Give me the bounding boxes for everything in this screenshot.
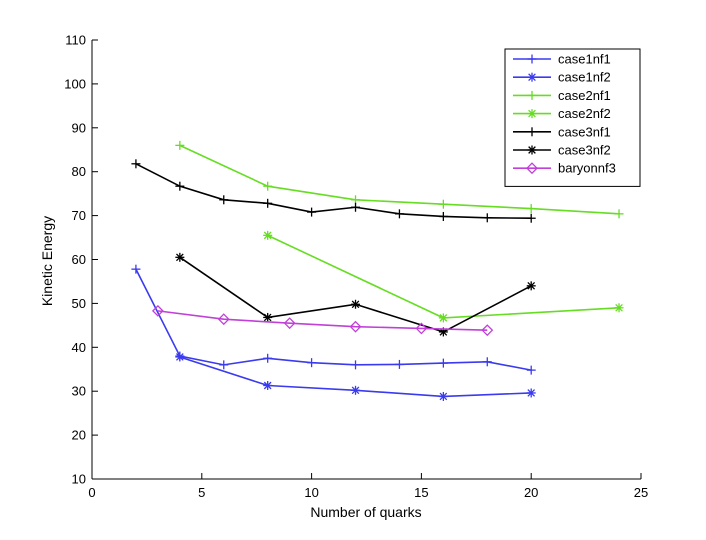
series-case2nf2	[263, 230, 624, 323]
y-tick-label: 90	[72, 120, 86, 135]
legend-marker	[527, 127, 537, 137]
y-tick-label: 80	[72, 164, 86, 179]
y-tick-label: 30	[72, 384, 86, 399]
y-tick-label: 110	[65, 33, 86, 48]
legend-label: case1nf2	[558, 70, 611, 85]
x-tick-label: 25	[634, 485, 648, 500]
data-point-case1nf1	[394, 359, 404, 369]
x-tick-label: 15	[414, 485, 428, 500]
series-layer	[131, 140, 624, 401]
legend-marker	[527, 145, 537, 155]
legend-box	[504, 48, 641, 187]
y-tick-label: 100	[64, 76, 86, 91]
y-tick-label: 20	[72, 428, 86, 443]
series-line-case3nf1	[135, 163, 532, 220]
legend-marker	[526, 162, 538, 175]
data-point-case3nf1	[175, 181, 185, 191]
data-point-case3nf1	[438, 211, 448, 221]
data-point-case3nf2	[263, 312, 273, 322]
data-point-case2nf2	[263, 230, 273, 240]
legend-label: case1nf1	[558, 52, 611, 67]
data-point-case3nf1	[351, 202, 361, 212]
data-point-case3nf2	[526, 281, 536, 291]
y-tick-label: 50	[72, 296, 86, 311]
data-point-baryonnf3	[217, 313, 230, 326]
data-point-case2nf1	[175, 140, 185, 150]
series-case3nf1	[131, 159, 536, 223]
series-line-baryonnf3	[157, 310, 488, 331]
data-point-case3nf1	[219, 195, 229, 205]
legend-label: case2nf1	[558, 88, 611, 103]
legend-marker	[527, 72, 537, 82]
x-tick-label: 20	[524, 485, 538, 500]
data-point-case3nf1	[394, 209, 404, 219]
legend-label: baryonnf3	[558, 161, 616, 176]
data-point-case2nf2	[614, 303, 624, 313]
x-tick-label: 5	[198, 485, 205, 500]
y-tick-label: 10	[72, 472, 86, 487]
data-point-case2nf1	[614, 209, 624, 219]
data-point-case1nf2	[263, 380, 273, 390]
data-point-case3nf1	[526, 213, 536, 223]
series-case3nf2	[175, 252, 536, 337]
legend-entry-case2nf1: case2nf1	[513, 88, 611, 103]
data-point-case1nf1	[438, 358, 448, 368]
data-point-case1nf1	[263, 353, 273, 363]
data-point-case1nf2	[438, 391, 448, 401]
legend-marker	[527, 54, 537, 64]
legend-label: case3nf2	[558, 143, 611, 158]
data-point-case2nf1	[526, 204, 536, 214]
data-point-baryonnf3	[349, 320, 362, 333]
data-point-case2nf2	[438, 313, 448, 323]
data-point-case2nf1	[263, 181, 273, 191]
y-axis-label: Kinetic Energy	[39, 216, 55, 306]
data-point-case1nf2	[175, 352, 185, 362]
data-point-case1nf1	[482, 357, 492, 367]
x-tick-label: 10	[304, 485, 318, 500]
legend-marker	[527, 90, 537, 100]
series-case1nf1	[131, 264, 536, 375]
series-case2nf1	[175, 140, 624, 219]
y-tick-label: 70	[72, 208, 86, 223]
legend: case1nf1 case1nf2 case2nf1 case2nf2 case3nf1…	[504, 48, 641, 187]
data-point-case3nf1	[131, 159, 141, 169]
legend-entry-case2nf2: case2nf2	[513, 106, 611, 121]
y-tick-label: 40	[72, 340, 86, 355]
y-tick-label: 60	[72, 252, 86, 267]
x-tick-label: 0	[88, 485, 95, 500]
data-point-case3nf2	[351, 299, 361, 309]
x-axis-label: Number of quarks	[310, 504, 421, 520]
legend-entry-case3nf1: case3nf1	[513, 124, 611, 139]
data-point-case1nf2	[526, 388, 536, 398]
data-point-case3nf1	[482, 213, 492, 223]
data-point-case1nf1	[219, 360, 229, 370]
legend-label: case3nf1	[558, 124, 611, 139]
legend-entry-case3nf2: case3nf2	[513, 143, 611, 158]
series-baryonnf3	[151, 304, 494, 337]
data-point-baryonnf3	[481, 324, 494, 337]
data-point-case3nf1	[307, 207, 317, 217]
data-point-case1nf1	[351, 360, 361, 370]
data-point-case3nf1	[263, 198, 273, 208]
axes: 0 5 10 15 20 25 10 20 30 40 50 60 70 80 90 100 110	[64, 33, 648, 501]
legend-entry-baryonnf3: baryonnf3	[513, 161, 616, 176]
data-point-baryonnf3	[415, 322, 428, 335]
data-point-case1nf2	[351, 385, 361, 395]
data-point-case2nf1	[438, 199, 448, 209]
data-point-case3nf2	[175, 252, 185, 262]
legend-entry-case1nf2: case1nf2	[513, 70, 611, 85]
data-point-case1nf1	[307, 358, 317, 368]
data-point-baryonnf3	[283, 317, 296, 330]
legend-label: case2nf2	[558, 106, 611, 121]
series-line-case1nf1	[135, 268, 532, 371]
series-line-case2nf1	[179, 144, 620, 215]
series-case1nf2	[175, 352, 536, 401]
legend-marker	[527, 109, 537, 119]
data-point-case1nf1	[526, 365, 536, 375]
data-point-baryonnf3	[151, 304, 164, 317]
data-point-case1nf1	[131, 264, 141, 274]
legend-entry-case1nf1: case1nf1	[513, 52, 611, 67]
